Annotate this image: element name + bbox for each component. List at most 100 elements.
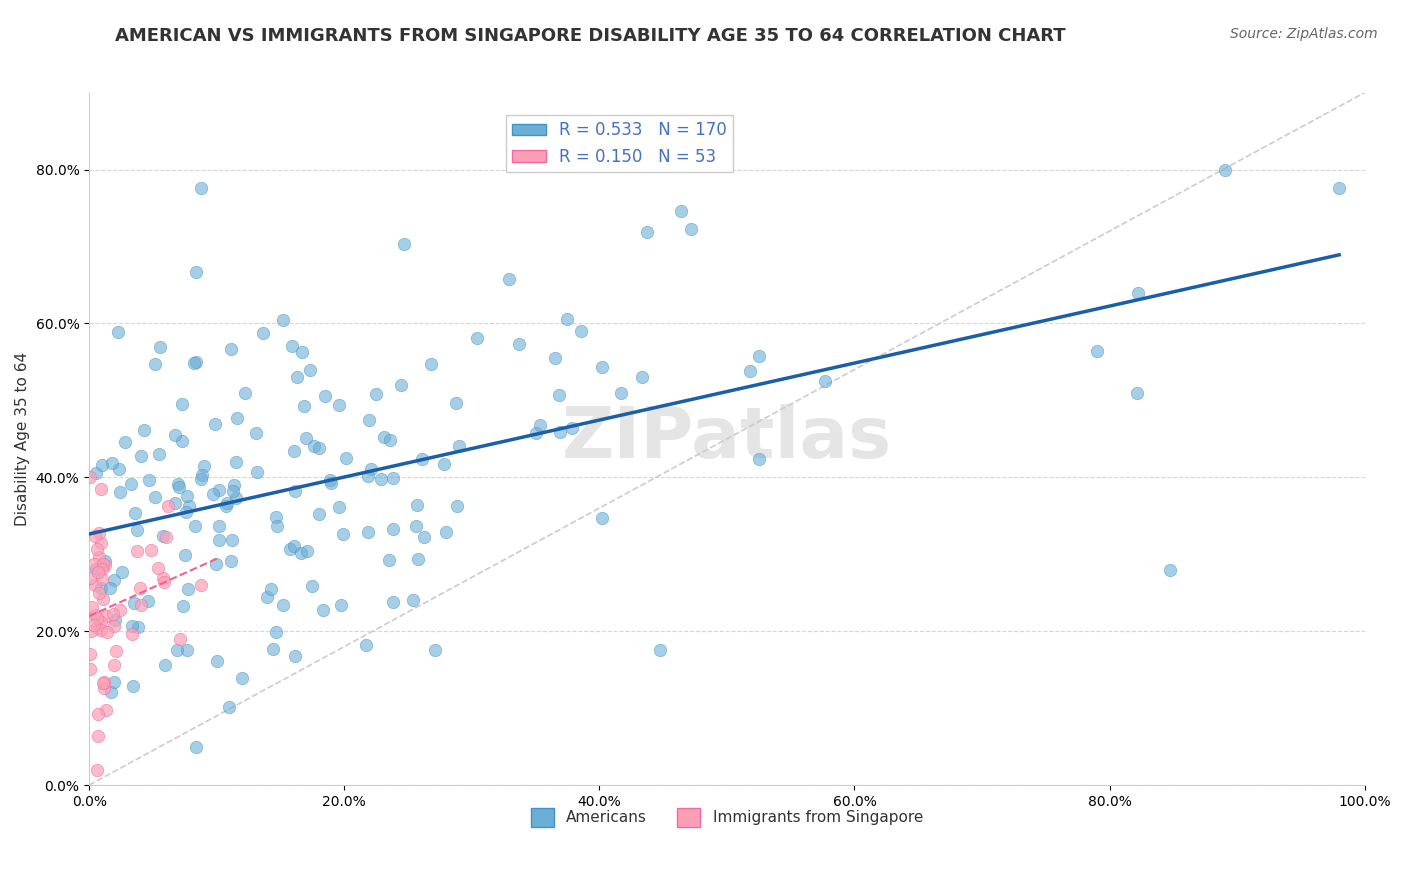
Point xyxy=(110,485,132,500)
Point xyxy=(202,487,225,501)
Point xyxy=(561,421,583,435)
Point xyxy=(748,451,770,466)
Point xyxy=(148,447,170,461)
Point xyxy=(186,354,208,368)
Point xyxy=(94,608,117,623)
Point xyxy=(382,522,405,536)
Point xyxy=(80,600,103,615)
Point xyxy=(83,618,105,632)
Point xyxy=(91,675,114,690)
Point xyxy=(498,272,520,286)
Point xyxy=(1085,343,1108,358)
Point xyxy=(176,488,198,502)
Point xyxy=(335,450,357,465)
Point xyxy=(205,653,228,667)
Point xyxy=(432,457,454,471)
Point xyxy=(152,529,174,543)
Point xyxy=(86,565,108,579)
Point xyxy=(186,265,208,279)
Point xyxy=(86,542,108,557)
Point xyxy=(314,389,336,403)
Point xyxy=(405,519,427,533)
Point xyxy=(555,311,578,326)
Point xyxy=(170,434,193,449)
Point xyxy=(183,355,205,369)
Point xyxy=(94,554,117,568)
Point xyxy=(219,554,242,568)
Point xyxy=(169,632,191,647)
Point xyxy=(245,426,267,441)
Point xyxy=(125,524,148,538)
Point xyxy=(107,326,129,340)
Point xyxy=(129,582,152,596)
Point xyxy=(103,674,125,689)
Point xyxy=(89,526,111,541)
Point xyxy=(679,222,702,236)
Point xyxy=(215,496,238,510)
Point xyxy=(508,337,530,351)
Point xyxy=(292,400,315,414)
Point xyxy=(87,585,110,599)
Point xyxy=(447,439,470,453)
Point xyxy=(419,357,441,371)
Point xyxy=(129,449,152,463)
Point xyxy=(87,549,110,564)
Point xyxy=(205,557,228,571)
Point xyxy=(208,519,231,533)
Point xyxy=(465,331,488,345)
Point xyxy=(204,417,226,431)
Point xyxy=(208,483,231,498)
Point xyxy=(280,339,302,353)
Point xyxy=(103,657,125,672)
Point xyxy=(86,729,108,743)
Point xyxy=(80,624,103,638)
Point xyxy=(671,204,693,219)
Point xyxy=(170,396,193,410)
Text: ZIPatlas: ZIPatlas xyxy=(562,404,891,474)
Point xyxy=(544,351,567,365)
Point xyxy=(359,413,381,427)
Point xyxy=(252,326,274,340)
Point xyxy=(111,565,134,579)
Point xyxy=(548,387,571,401)
Point xyxy=(167,477,190,491)
Point xyxy=(183,518,205,533)
Point xyxy=(1213,162,1236,177)
Point xyxy=(93,558,115,572)
Point xyxy=(190,578,212,592)
Point xyxy=(191,467,214,482)
Point xyxy=(378,433,401,447)
Point xyxy=(84,529,107,543)
Point xyxy=(748,349,770,363)
Point xyxy=(291,344,314,359)
Point xyxy=(114,435,136,450)
Point xyxy=(389,378,412,392)
Point xyxy=(413,531,436,545)
Point xyxy=(93,681,115,695)
Point xyxy=(364,387,387,401)
Point xyxy=(190,472,212,486)
Point xyxy=(86,621,108,635)
Point xyxy=(222,483,245,498)
Point xyxy=(266,625,288,640)
Point xyxy=(402,593,425,607)
Point xyxy=(143,490,166,504)
Point xyxy=(172,599,194,614)
Point xyxy=(224,478,246,492)
Point xyxy=(312,603,335,617)
Point xyxy=(121,619,143,633)
Point xyxy=(373,430,395,444)
Point xyxy=(173,548,195,562)
Point xyxy=(1128,286,1150,301)
Point xyxy=(446,499,468,513)
Point xyxy=(105,644,128,658)
Point xyxy=(79,470,101,484)
Point xyxy=(285,370,308,384)
Point xyxy=(166,643,188,657)
Point xyxy=(90,482,112,496)
Point xyxy=(176,642,198,657)
Point xyxy=(149,340,172,354)
Point xyxy=(406,498,429,512)
Point xyxy=(177,582,200,596)
Point xyxy=(84,578,107,592)
